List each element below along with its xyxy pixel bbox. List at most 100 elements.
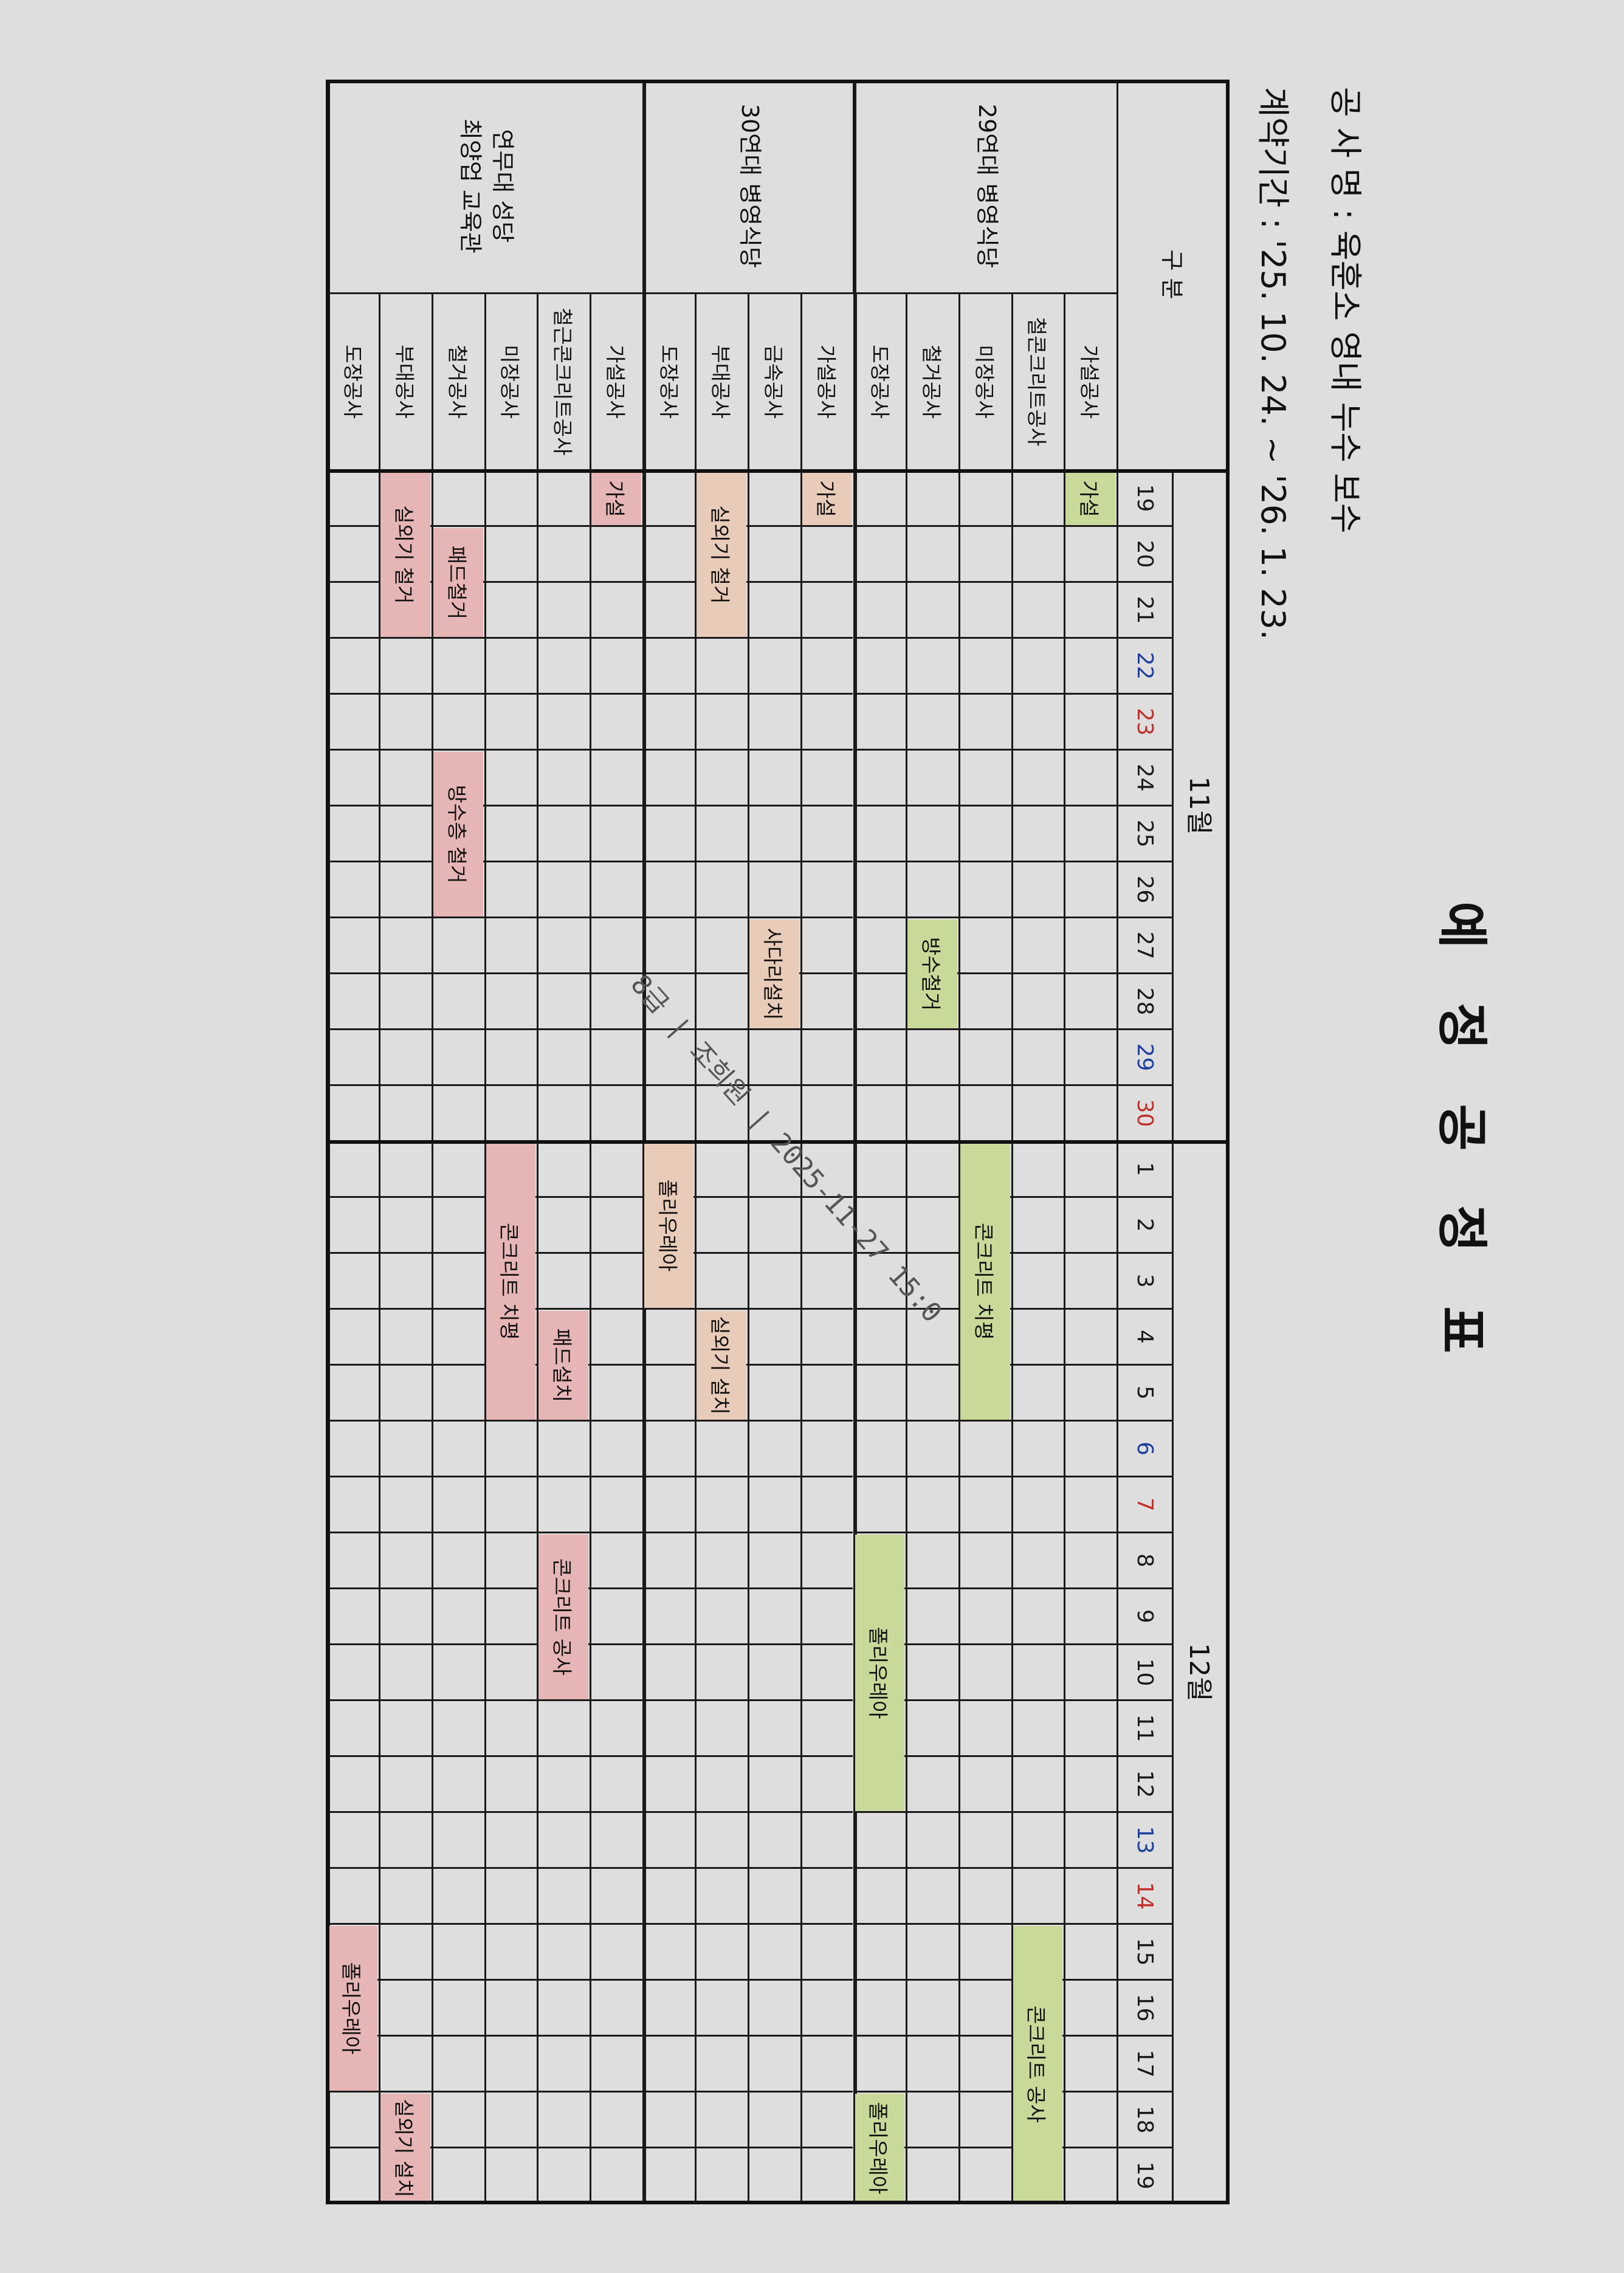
schedule-cell xyxy=(958,1030,1011,1086)
schedule-cell xyxy=(590,2092,642,2148)
schedule-cell xyxy=(906,1869,958,1925)
day-header: 12 xyxy=(1116,1757,1172,1813)
schedule-cell xyxy=(431,2037,484,2092)
schedule-cell xyxy=(800,1701,853,1757)
schedule-cell xyxy=(695,2092,748,2148)
day-header: 20 xyxy=(1116,527,1172,583)
schedule-cell xyxy=(642,695,695,751)
schedule-cell xyxy=(748,1925,800,1981)
row-label: 미장공사 xyxy=(484,294,537,471)
schedule-cell xyxy=(1064,1477,1116,1533)
schedule-cell xyxy=(537,1198,590,1254)
schedule-cell xyxy=(1064,639,1116,695)
schedule-bar: 가설 xyxy=(802,472,852,525)
schedule-cell xyxy=(590,1981,642,2037)
schedule-cell xyxy=(1064,862,1116,918)
schedule-cell xyxy=(642,1310,695,1366)
group-label: 연무대 성당 최양업 교육관 xyxy=(326,80,642,294)
contract-period-line: 계약기간 : '25. 10. 24. ~ '26. 1. 23. xyxy=(1254,87,1292,641)
schedule-bar: 실외기 철거 xyxy=(697,472,747,637)
schedule-cell xyxy=(1011,1366,1064,1422)
schedule-cell xyxy=(1011,1422,1064,1477)
schedule-cell xyxy=(431,639,484,695)
row-label: 철근콘크리트공사 xyxy=(537,294,590,471)
schedule-cell xyxy=(1011,1757,1064,1813)
schedule-cell xyxy=(800,1981,853,2037)
schedule-cell xyxy=(958,527,1011,583)
schedule-cell xyxy=(484,583,537,639)
schedule-cell xyxy=(537,974,590,1030)
schedule-cell xyxy=(1011,1645,1064,1701)
schedule-cell xyxy=(590,1925,642,1981)
schedule-cell xyxy=(484,1477,537,1533)
schedule-cell xyxy=(906,1198,958,1254)
row-label: 가설공사 xyxy=(1064,294,1116,471)
schedule-cell xyxy=(1011,527,1064,583)
schedule-cell xyxy=(800,1757,853,1813)
day-header: 5 xyxy=(1116,1366,1172,1422)
schedule-cell xyxy=(431,1198,484,1254)
schedule-cell xyxy=(484,862,537,918)
schedule-cell xyxy=(800,2037,853,2092)
schedule-cell xyxy=(431,1869,484,1925)
group-label: 29연대 병영식당 xyxy=(853,80,1116,294)
schedule-cell xyxy=(484,1869,537,1925)
schedule-cell xyxy=(642,583,695,639)
schedule-bar: 패드설치 xyxy=(538,1311,588,1420)
schedule-cell xyxy=(748,583,800,639)
group-label: 30연대 병영식당 xyxy=(642,80,853,294)
schedule-cell xyxy=(379,1533,432,1589)
schedule-cell xyxy=(853,806,906,862)
row-label: 금속공사 xyxy=(748,294,800,471)
schedule-cell xyxy=(590,527,642,583)
schedule-cell xyxy=(1064,527,1116,583)
schedule-cell xyxy=(695,1533,748,1589)
schedule-cell xyxy=(853,1981,906,2037)
schedule-cell xyxy=(800,2148,853,2204)
schedule-cell xyxy=(537,1813,590,1869)
schedule-cell xyxy=(431,471,484,527)
schedule-cell xyxy=(853,2037,906,2092)
schedule-cell xyxy=(379,1925,432,1981)
schedule-cell xyxy=(695,639,748,695)
schedule-cell xyxy=(484,1589,537,1645)
schedule-cell xyxy=(695,1254,748,1310)
schedule-cell xyxy=(642,1925,695,1981)
schedule-cell xyxy=(695,1142,748,1198)
schedule-cell xyxy=(431,1142,484,1198)
schedule-cell xyxy=(590,1533,642,1589)
schedule-cell xyxy=(958,1869,1011,1925)
schedule-cell xyxy=(379,974,432,1030)
schedule-cell xyxy=(853,1310,906,1366)
schedule-cell xyxy=(958,2148,1011,2204)
schedule-cell xyxy=(958,862,1011,918)
schedule-cell xyxy=(1011,471,1064,527)
schedule-cell xyxy=(800,806,853,862)
schedule-cell xyxy=(906,471,958,527)
schedule-bar: 폴리우레아 xyxy=(328,1926,378,2091)
schedule-cell xyxy=(379,1198,432,1254)
schedule-cell xyxy=(326,1813,379,1869)
schedule-cell xyxy=(1064,1086,1116,1142)
schedule-cell xyxy=(800,1366,853,1422)
schedule-cell xyxy=(748,2148,800,2204)
day-header: 3 xyxy=(1116,1254,1172,1310)
schedule-cell xyxy=(590,1589,642,1645)
schedule-cell xyxy=(642,1422,695,1477)
schedule-cell xyxy=(484,1086,537,1142)
day-header: 2 xyxy=(1116,1198,1172,1254)
schedule-cell xyxy=(379,1701,432,1757)
schedule-cell xyxy=(590,1701,642,1757)
schedule-cell xyxy=(695,1477,748,1533)
schedule-bar: 콘크리트 공사 xyxy=(1013,1926,1063,2203)
day-header: 25 xyxy=(1116,806,1172,862)
schedule-cell xyxy=(484,1701,537,1757)
schedule-cell xyxy=(590,1142,642,1198)
schedule-cell xyxy=(1011,1701,1064,1757)
schedule-cell xyxy=(379,806,432,862)
schedule-cell xyxy=(537,806,590,862)
schedule-cell xyxy=(1064,1981,1116,2037)
row-label: 도장공사 xyxy=(642,294,695,471)
schedule-cell xyxy=(1011,639,1064,695)
schedule-cell xyxy=(590,1086,642,1142)
